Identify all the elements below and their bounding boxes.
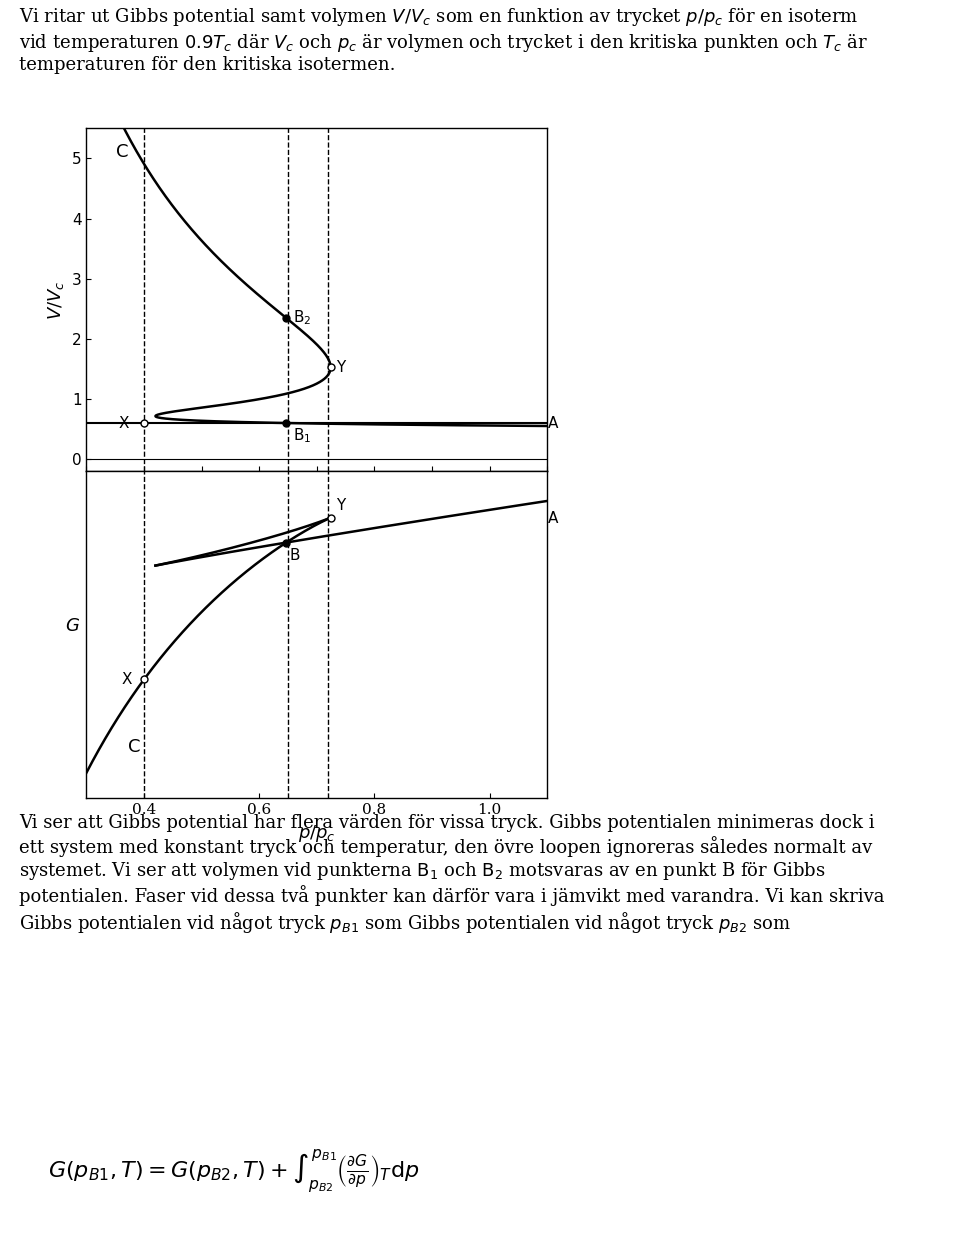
- X-axis label: $p/p_c$: $p/p_c$: [298, 823, 336, 844]
- Text: $\mathrm{B}$: $\mathrm{B}$: [289, 547, 300, 563]
- Y-axis label: $G$: $G$: [65, 617, 80, 636]
- Text: $\mathrm{A}$: $\mathrm{A}$: [547, 415, 560, 431]
- Text: $G(p_{B1}, T) = G(p_{B2}, T) + \int_{p_{B2}}^{p_{B1}} \left(\frac{\partial G}{\p: $G(p_{B1}, T) = G(p_{B2}, T) + \int_{p_{…: [48, 1148, 420, 1196]
- Text: $\mathrm{B}_1$: $\mathrm{B}_1$: [293, 426, 311, 444]
- Text: $\mathrm{C}$: $\mathrm{C}$: [127, 738, 140, 755]
- Text: Vi ser att Gibbs potential har flera värden för vissa tryck. Gibbs potentialen m: Vi ser att Gibbs potential har flera vär…: [19, 814, 885, 935]
- Text: $\mathrm{X}$: $\mathrm{X}$: [121, 671, 132, 687]
- Text: $\mathrm{X}$: $\mathrm{X}$: [118, 415, 130, 431]
- Text: $\mathrm{C}$: $\mathrm{C}$: [115, 143, 129, 162]
- Text: $\mathrm{B}_2$: $\mathrm{B}_2$: [293, 308, 311, 327]
- Text: $\mathrm{Y}$: $\mathrm{Y}$: [336, 497, 348, 513]
- Text: $\mathrm{A}$: $\mathrm{A}$: [547, 510, 560, 526]
- Y-axis label: $V/V_c$: $V/V_c$: [46, 280, 66, 320]
- Text: Vi ritar ut Gibbs potential samt volymen $V/V_c$ som en funktion av trycket $p/p: Vi ritar ut Gibbs potential samt volymen…: [19, 6, 868, 74]
- Text: $\mathrm{Y}$: $\mathrm{Y}$: [336, 359, 348, 375]
